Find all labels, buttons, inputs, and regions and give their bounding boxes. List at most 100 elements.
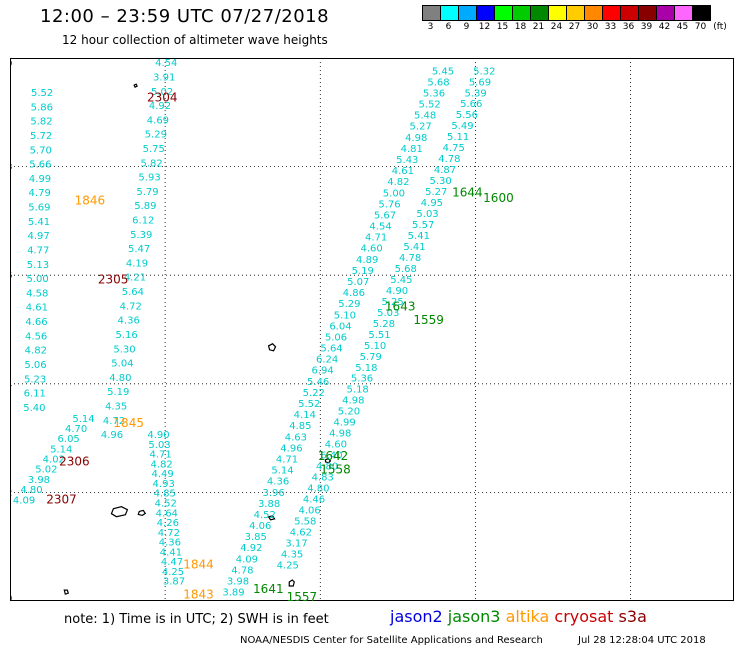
swh-value: 4.64: [156, 508, 178, 519]
swh-value: 5.68: [427, 77, 449, 88]
swh-value: 3.91: [153, 72, 175, 83]
swh-value: 4.95: [421, 198, 443, 209]
swh-value: 4.09: [13, 495, 35, 506]
swh-value: 4.99: [29, 174, 51, 185]
swh-value: 4.85: [154, 489, 176, 500]
swh-value: 5.27: [410, 122, 432, 133]
swh-value: 4.61: [392, 166, 414, 177]
swh-value: 5.86: [31, 102, 53, 113]
legend-label: 18: [514, 22, 527, 32]
swh-value: 5.04: [111, 359, 133, 370]
swh-value: 4.35: [281, 549, 303, 560]
legend-swatch: [422, 5, 441, 21]
swh-value: 5.03: [148, 440, 170, 451]
island-outline: [324, 458, 332, 464]
swh-value: 4.72: [158, 528, 180, 539]
swh-value: 5.16: [115, 330, 137, 341]
swh-value: 5.27: [425, 187, 447, 198]
swh-value: 5.41: [28, 217, 50, 228]
island-outline: [267, 343, 277, 352]
swh-value: 5.07: [347, 277, 369, 288]
legend-swatch: [584, 5, 603, 21]
swh-value: 5.30: [430, 176, 452, 187]
swh-value: 4.52: [155, 499, 177, 510]
swh-value: 5.89: [134, 201, 156, 212]
swh-value: 5.69: [28, 203, 50, 214]
swh-value: 4.92: [149, 101, 171, 112]
swh-value: 4.46: [303, 495, 325, 506]
swh-value: 4.98: [342, 396, 364, 407]
swh-value: 5.13: [27, 260, 49, 271]
swh-value: 5.02: [151, 87, 173, 98]
swh-value: 3.89: [222, 588, 244, 599]
swh-value: 5.41: [408, 231, 430, 242]
swh-value: 5.39: [464, 88, 486, 99]
pass-time-label: 1559: [413, 313, 444, 327]
legend-swatch: [476, 5, 495, 21]
satellite-legend-item: jason2: [390, 607, 448, 626]
swh-value: 6.12: [132, 216, 154, 227]
swh-value: 5.06: [325, 332, 347, 343]
swh-value: 4.78: [231, 565, 253, 576]
legend-swatch: [512, 5, 531, 21]
legend-label: 45: [676, 22, 689, 32]
swh-value: 4.25: [277, 560, 299, 571]
swh-value: 5.11: [447, 132, 469, 143]
swh-value: 4.78: [438, 154, 460, 165]
swh-value: 5.39: [130, 230, 152, 241]
swh-value: 5.14: [50, 444, 72, 455]
legend-swatch: [674, 5, 693, 21]
note-text: note: 1) Time is in UTC; 2) SWH is in fe…: [64, 612, 329, 627]
swh-value: 4.14: [294, 410, 316, 421]
swh-value: 4.09: [236, 554, 258, 565]
swh-value: 5.52: [418, 100, 440, 111]
page-subtitle: 12 hour collection of altimeter wave hei…: [62, 33, 328, 47]
swh-value: 5.23: [24, 374, 46, 385]
swh-value: 4.26: [157, 518, 179, 529]
swh-value: 5.64: [320, 344, 342, 355]
swh-value: 5.20: [338, 407, 360, 418]
swh-value: 6.04: [329, 321, 351, 332]
swh-value: 4.97: [28, 231, 50, 242]
swh-value: 4.49: [152, 469, 174, 480]
swh-value: 5.52: [31, 88, 53, 99]
swh-value: 5.25: [381, 297, 403, 308]
swh-value: 4.35: [105, 401, 127, 412]
legend-label: 36: [622, 22, 635, 32]
swh-value: 4.71: [276, 454, 298, 465]
pass-time-label: 1845: [113, 416, 144, 430]
page-title: 12:00 – 23:59 UTC 07/27/2018: [40, 6, 330, 27]
swh-value: 5.66: [460, 99, 482, 110]
wave-height-map[interactable]: 1651681711741771012141618204.543.915.024…: [10, 58, 734, 601]
swh-value: 5.19: [352, 266, 374, 277]
swh-value: 4.87: [434, 165, 456, 176]
lat-tick-label: 20: [10, 59, 12, 68]
swh-value: 4.52: [254, 510, 276, 521]
swh-value: 4.58: [26, 288, 48, 299]
pass-time-label: 1641: [253, 582, 284, 596]
legend-label: 12: [478, 22, 491, 32]
legend-swatch: [620, 5, 639, 21]
lat-tick-label: 16: [10, 271, 12, 280]
swh-value: 5.14: [72, 414, 94, 425]
swh-value: 4.06: [299, 506, 321, 517]
legend-swatch: [602, 5, 621, 21]
island-outline: [137, 509, 147, 517]
swh-value: 5.70: [30, 145, 52, 156]
swh-value: 4.80: [20, 485, 42, 496]
pass-time-label: 1557: [287, 590, 318, 601]
swh-value: 6.05: [58, 434, 80, 445]
legend-label: 15: [496, 22, 509, 32]
island-outline: [110, 506, 129, 518]
satellite-legend-item: cryosat: [554, 607, 619, 626]
color-scale-legend: [422, 5, 711, 21]
swh-value: 5.41: [403, 242, 425, 253]
swh-value: 5.22: [303, 388, 325, 399]
swh-value: 4.79: [29, 188, 51, 199]
swh-value: 5.10: [364, 341, 386, 352]
pass-time-label: 1844: [183, 557, 214, 571]
credit-text: NOAA/NESDIS Center for Satellite Applica…: [240, 635, 543, 646]
swh-value: 4.96: [280, 443, 302, 454]
swh-value: 5.67: [374, 210, 396, 221]
legend-label: 3: [427, 22, 434, 32]
